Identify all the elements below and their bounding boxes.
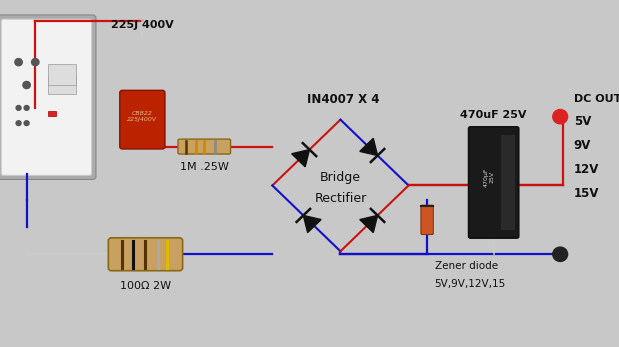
- Text: 9V: 9V: [574, 139, 591, 152]
- FancyBboxPatch shape: [120, 90, 165, 149]
- Text: CBB22
225J400V: CBB22 225J400V: [128, 111, 157, 122]
- Circle shape: [553, 110, 568, 124]
- Polygon shape: [360, 215, 378, 232]
- Circle shape: [24, 105, 29, 110]
- Text: 470uF 25V: 470uF 25V: [461, 110, 527, 120]
- Text: 15V: 15V: [574, 187, 599, 200]
- Bar: [48, 75, 76, 94]
- Text: 5V: 5V: [574, 115, 591, 128]
- Polygon shape: [360, 138, 378, 155]
- FancyBboxPatch shape: [1, 19, 92, 175]
- Circle shape: [32, 59, 39, 66]
- Bar: [48, 111, 56, 116]
- Text: 12V: 12V: [574, 163, 599, 176]
- Text: 1M .25W: 1M .25W: [180, 162, 228, 171]
- Text: 470µF
25V: 470µF 25V: [484, 167, 495, 187]
- Circle shape: [24, 121, 29, 126]
- Bar: [48, 64, 76, 85]
- Text: Bridge: Bridge: [320, 171, 361, 184]
- Text: Zener diode: Zener diode: [435, 261, 498, 271]
- FancyBboxPatch shape: [421, 205, 433, 235]
- Polygon shape: [292, 150, 310, 167]
- FancyBboxPatch shape: [0, 15, 96, 179]
- Text: 225J 400V: 225J 400V: [111, 20, 174, 30]
- Text: DC OUTPUT: DC OUTPUT: [574, 94, 619, 104]
- Circle shape: [553, 247, 568, 261]
- Polygon shape: [303, 215, 321, 232]
- Text: Rectifier: Rectifier: [314, 192, 366, 205]
- Circle shape: [15, 59, 22, 66]
- FancyBboxPatch shape: [108, 238, 183, 271]
- Bar: [501, 135, 514, 230]
- Circle shape: [16, 105, 21, 110]
- Text: 100Ω 2W: 100Ω 2W: [120, 281, 171, 291]
- Circle shape: [23, 82, 30, 88]
- FancyBboxPatch shape: [178, 139, 231, 154]
- FancyBboxPatch shape: [469, 127, 519, 238]
- Text: IN4007 X 4: IN4007 X 4: [307, 93, 380, 107]
- Text: 5V,9V,12V,15: 5V,9V,12V,15: [435, 279, 506, 289]
- Circle shape: [16, 121, 21, 126]
